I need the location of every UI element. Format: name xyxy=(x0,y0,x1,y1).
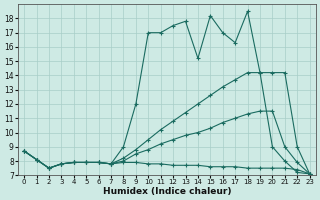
X-axis label: Humidex (Indice chaleur): Humidex (Indice chaleur) xyxy=(103,187,231,196)
